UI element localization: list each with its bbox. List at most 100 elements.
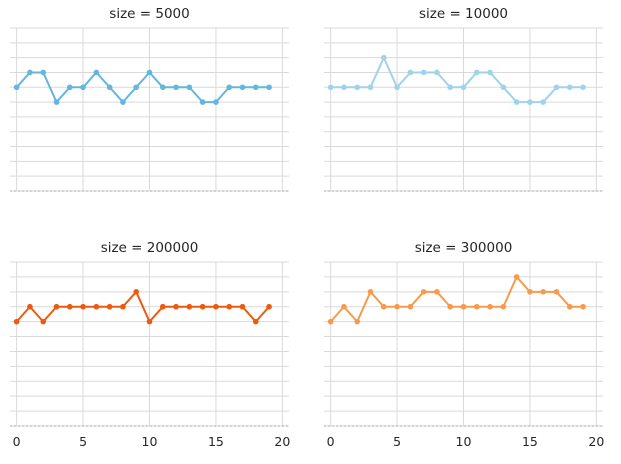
data-point — [226, 84, 233, 91]
data-point — [354, 318, 361, 325]
data-point — [199, 303, 206, 310]
data-point — [213, 99, 219, 105]
data-point — [106, 303, 113, 310]
data-point — [354, 84, 361, 91]
data-point — [447, 303, 454, 310]
data-point — [380, 54, 387, 61]
data-point — [93, 69, 100, 76]
data-point — [566, 303, 573, 310]
data-point — [186, 84, 193, 91]
data-point — [580, 84, 586, 91]
x-tick-label: 20 — [588, 434, 604, 449]
data-point — [527, 99, 533, 105]
data-point — [420, 289, 427, 295]
data-point — [199, 99, 206, 105]
data-point — [394, 303, 400, 310]
data-point — [407, 69, 414, 76]
data-point — [173, 303, 179, 310]
data-point — [447, 84, 454, 91]
data-point — [239, 84, 246, 91]
panel-1: size = 5000 — [10, 6, 289, 192]
data-point — [13, 84, 20, 91]
data-point — [500, 303, 507, 310]
data-point — [120, 99, 126, 105]
data-point — [434, 69, 440, 76]
panel-4: size = 300000 0 5 10 15 20 — [324, 240, 604, 449]
data-point — [252, 318, 259, 325]
data-point — [13, 318, 20, 325]
data-point — [434, 289, 440, 295]
data-point — [500, 84, 507, 91]
data-point — [327, 84, 334, 91]
panel-2: size = 10000 — [324, 6, 603, 192]
data-point — [120, 303, 126, 310]
data-point — [540, 99, 547, 105]
data-point — [133, 289, 140, 295]
data-point — [226, 303, 233, 310]
x-tick-label: 15 — [208, 434, 224, 449]
data-point — [367, 289, 374, 295]
data-point — [40, 69, 47, 76]
data-point — [66, 84, 73, 91]
data-point — [553, 289, 560, 295]
data-point — [487, 303, 493, 310]
data-point — [540, 289, 547, 295]
data-point — [106, 84, 113, 91]
x-tick-label: 10 — [142, 434, 158, 449]
data-point — [53, 303, 60, 310]
data-point — [420, 69, 427, 76]
series-line — [15, 71, 270, 104]
data-point — [186, 303, 193, 310]
data-point — [553, 84, 560, 91]
data-point — [40, 318, 47, 325]
data-point — [513, 99, 520, 105]
data-point — [341, 303, 347, 310]
data-point — [80, 303, 86, 310]
data-point — [133, 84, 140, 91]
data-point — [66, 303, 73, 310]
data-point — [93, 303, 100, 310]
data-point — [173, 84, 179, 91]
data-point — [394, 84, 400, 91]
data-point — [367, 84, 374, 91]
data-point — [407, 303, 414, 310]
panel-3: size = 200000 0 5 10 15 20 — [10, 240, 290, 449]
x-tick-label: 0 — [13, 434, 21, 449]
data-point — [159, 84, 166, 91]
data-point — [380, 303, 387, 310]
x-tick-label: 10 — [456, 434, 472, 449]
panel-title: size = 5000 — [109, 6, 189, 22]
data-point — [80, 84, 86, 91]
data-point — [460, 303, 467, 310]
panel-title: size = 200000 — [101, 240, 199, 256]
data-point — [460, 84, 467, 91]
series-line — [330, 56, 584, 104]
data-point — [327, 318, 334, 325]
x-tick-label: 5 — [393, 434, 401, 449]
data-point — [146, 318, 153, 325]
data-point — [213, 303, 219, 310]
x-tick-label: 0 — [327, 434, 335, 449]
x-tick-label: 20 — [274, 434, 290, 449]
data-point — [341, 84, 347, 91]
x-tick-label: 15 — [522, 434, 538, 449]
data-point — [566, 84, 573, 91]
data-point — [580, 303, 586, 310]
data-point — [159, 303, 166, 310]
data-point — [513, 274, 520, 280]
data-point — [239, 303, 246, 310]
data-point — [146, 69, 153, 76]
data-point — [473, 69, 480, 76]
data-point — [487, 69, 493, 76]
data-point — [27, 303, 33, 310]
series-line — [329, 275, 584, 323]
data-point — [527, 289, 533, 295]
data-point — [266, 303, 272, 310]
panel-title: size = 10000 — [419, 6, 508, 22]
data-point — [473, 303, 480, 310]
x-tick-label: 5 — [79, 434, 87, 449]
panel-title: size = 300000 — [415, 240, 513, 256]
data-point — [27, 69, 33, 76]
